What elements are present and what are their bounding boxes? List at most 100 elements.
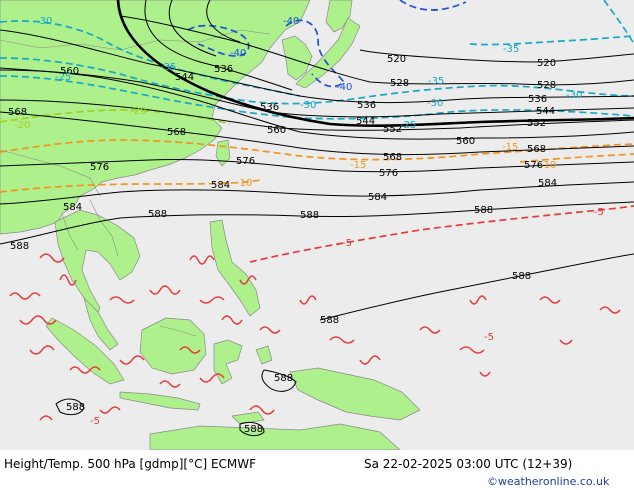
height-label: 536 <box>260 102 279 113</box>
temp-label: -35 <box>160 62 176 73</box>
footer-timestamp: Sa 22-02-2025 03:00 UTC (12+39) <box>364 457 573 471</box>
height-contour-588-north <box>0 201 634 245</box>
height-label: 576 <box>236 156 255 167</box>
height-contours <box>0 15 634 437</box>
isotherm-fragment <box>259 326 281 334</box>
isotherm-minus35 <box>469 35 634 46</box>
border-line <box>0 29 271 51</box>
height-contour-576 <box>0 158 634 173</box>
isotherm-fragment <box>299 295 317 305</box>
height-contour-588-east <box>319 253 634 321</box>
height-label: 576 <box>379 168 398 179</box>
temp-label: -5 <box>90 416 100 427</box>
height-label: 584 <box>538 178 557 189</box>
isotherm-fragment <box>329 336 355 344</box>
height-label: 536 <box>357 100 376 111</box>
isotherm-fragment <box>9 292 41 300</box>
height-label: 584 <box>63 202 82 213</box>
isotherm-fragment <box>419 326 441 334</box>
height-contour-568 <box>0 111 634 156</box>
temp-label: -35 <box>428 76 444 87</box>
isotherm-fragment <box>469 295 487 305</box>
isotherm-fragment <box>249 405 275 415</box>
temp-label: -30 <box>566 90 582 101</box>
land-moluccas <box>255 345 273 365</box>
temp-label: -20 <box>14 120 30 131</box>
temp-label-group: -40 -40 -40 -35 -35 -30 -35 -30 -30 -30 … <box>14 16 604 427</box>
height-contour-536 <box>0 29 634 104</box>
temp-label: -5 <box>342 238 352 249</box>
temp-label: -5 <box>484 332 494 343</box>
map-footer: Height/Temp. 500 hPa [gdmp][°C] ECMWF Sa… <box>0 450 634 490</box>
footer-title: Height/Temp. 500 hPa [gdmp][°C] ECMWF <box>4 457 257 471</box>
isotherm-fragment <box>59 274 77 286</box>
height-label: 588 <box>474 205 493 216</box>
isotherm-fragment <box>459 346 485 354</box>
isotherm-minus40 <box>399 0 467 11</box>
height-contour-bold-552 <box>116 0 634 128</box>
height-label: 568 <box>527 144 546 155</box>
border-line <box>89 199 119 257</box>
land-borneo <box>139 317 207 375</box>
temp-label: -30 <box>36 16 52 27</box>
height-label: 544 <box>536 106 555 117</box>
height-contour-584 <box>0 181 634 205</box>
land-japan-main <box>295 17 361 89</box>
height-label: 560 <box>456 136 475 147</box>
height-label: 584 <box>368 192 387 203</box>
temp-label: -35 <box>503 44 519 55</box>
trough-line <box>144 0 293 91</box>
temp-label: -30 <box>300 100 316 111</box>
isotherm-minus30 <box>0 57 634 105</box>
height-contour-520 <box>359 49 634 63</box>
height-label: 584 <box>211 180 230 191</box>
height-contour-588-loop <box>239 421 265 437</box>
height-label: 588 <box>244 424 263 435</box>
height-label: 536 <box>214 64 233 75</box>
isotherm-minus40 <box>285 19 346 88</box>
height-label: 560 <box>267 125 286 136</box>
footer-credit: ©weatheronline.co.uk <box>487 475 610 488</box>
height-label: 588 <box>320 315 339 326</box>
height-label: 560 <box>60 66 79 77</box>
height-label: 588 <box>148 209 167 220</box>
isotherm-fragment <box>39 415 53 421</box>
isotherm-fragment <box>199 373 225 383</box>
height-label: 552 <box>527 118 546 129</box>
height-label: 588 <box>274 373 293 384</box>
isotherm-fragment <box>559 339 573 345</box>
isotherm-minus35 <box>603 0 634 45</box>
height-label: 576 <box>524 160 543 171</box>
temp-label: -15 <box>502 142 518 153</box>
height-label: 588 <box>300 210 319 221</box>
isotherm-fragment <box>359 355 381 365</box>
isotherm-minus10 <box>519 153 634 163</box>
height-contour-528 <box>119 15 634 86</box>
height-label: 520 <box>537 58 556 69</box>
isotherm-fragment <box>239 275 257 285</box>
isotherm-fragment <box>479 371 491 377</box>
isotherm-minus35 <box>0 20 301 97</box>
isotherm-fragment <box>221 315 243 325</box>
height-label: 588 <box>512 271 531 282</box>
border-line <box>159 325 197 337</box>
isotherm-fragment <box>19 315 57 325</box>
trough-lines <box>144 0 293 91</box>
height-label: 576 <box>90 162 109 173</box>
isotherm-fragment <box>119 355 145 365</box>
isotherm-fragment <box>199 296 225 304</box>
border-line <box>0 149 101 197</box>
height-contour-588-loop <box>261 369 297 392</box>
height-label: 544 <box>356 116 375 127</box>
land-malay-peninsula <box>83 296 119 351</box>
land-korea <box>281 35 313 81</box>
trough-line <box>168 0 217 57</box>
isotherm-minus10 <box>0 179 261 193</box>
height-label: 520 <box>387 54 406 65</box>
isotherm-fragment <box>179 346 201 354</box>
isotherm-fragment <box>99 406 121 414</box>
height-contour-588-loop <box>55 398 85 416</box>
weather-map: 520 520 528 528 536 536 536 536 544 544 … <box>0 0 634 451</box>
height-label: 544 <box>175 72 194 83</box>
temp-label: -40 <box>230 48 246 59</box>
